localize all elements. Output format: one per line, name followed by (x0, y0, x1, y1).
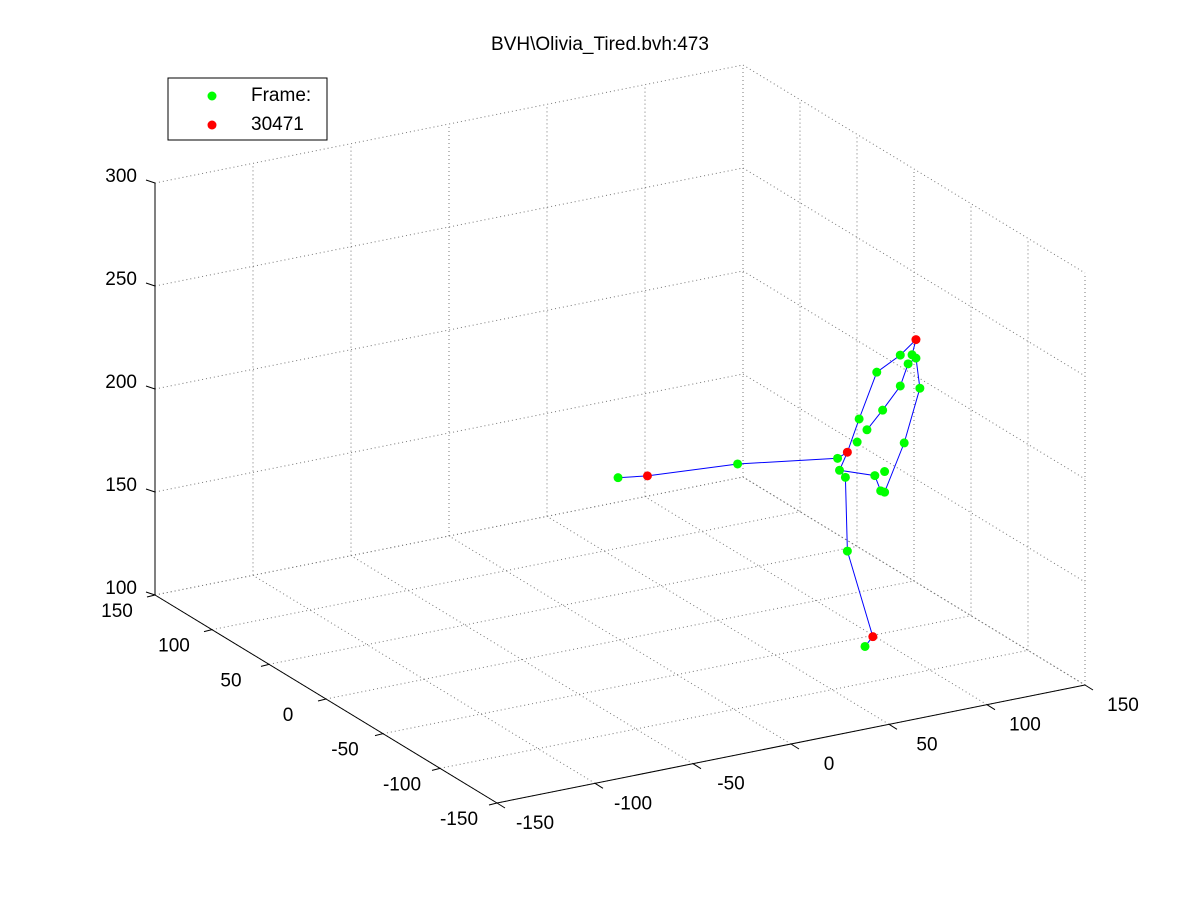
joint-marker (860, 641, 870, 651)
joint-marker (854, 414, 864, 424)
joint-marker (907, 350, 917, 360)
x-tick-label: 150 (1107, 695, 1139, 716)
z-tick-label: 250 (105, 269, 137, 290)
y-tick (374, 733, 384, 737)
x-tick (888, 723, 898, 730)
grid-line (742, 373, 1086, 583)
legend-marker (207, 91, 217, 101)
joint-marker (878, 405, 888, 415)
z-tick-label: 300 (105, 166, 137, 187)
grid-line (350, 555, 694, 765)
joint-marker (613, 473, 623, 483)
joint-marker (880, 487, 890, 497)
joint-marker (842, 546, 852, 556)
x-tick (1084, 684, 1094, 691)
joint-marker (833, 453, 843, 463)
x-tick (790, 743, 800, 750)
z-tick (145, 591, 156, 596)
joint-marker (899, 438, 909, 448)
joint-marker (911, 335, 921, 345)
joint-marker (895, 350, 905, 360)
z-tick-label: 150 (105, 475, 137, 496)
z-tick (145, 282, 156, 287)
grid-line (742, 167, 1086, 377)
z-tick (145, 385, 156, 390)
x-tick (496, 802, 506, 809)
y-tick (317, 698, 327, 702)
joint-marker (868, 632, 878, 642)
grid-line (644, 496, 988, 706)
legend-label: 30471 (251, 114, 304, 135)
x-tick-label: 100 (1009, 715, 1041, 736)
x-tick (594, 782, 604, 789)
grid-line (252, 574, 596, 784)
y-tick-label: 150 (101, 601, 133, 622)
y-tick-label: 100 (158, 636, 190, 657)
x-tick-label: -150 (516, 813, 554, 834)
y-tick-label: -50 (331, 740, 358, 761)
legend-label: Frame: (251, 85, 311, 106)
y-tick-label: 0 (283, 705, 294, 726)
z-tick (145, 488, 156, 493)
z-tick-label: 100 (105, 578, 137, 599)
joint-marker (642, 471, 652, 481)
y-tick (203, 629, 213, 633)
joint-marker (903, 359, 913, 369)
x-tick (986, 704, 996, 711)
joint-marker (852, 437, 862, 447)
grid-line (742, 64, 1086, 274)
y-tick-label: 50 (220, 670, 241, 691)
grid-line (448, 535, 792, 745)
legend-box (167, 77, 328, 141)
z-tick (145, 179, 156, 184)
grid-line (546, 515, 890, 725)
joint-marker (733, 459, 743, 469)
y-tick (488, 802, 498, 806)
y-tick-label: -150 (440, 809, 478, 830)
y-tick (260, 663, 270, 667)
joint-marker (895, 381, 905, 391)
z-tick-label: 200 (105, 372, 137, 393)
joint-marker (842, 447, 852, 457)
x-tick-label: 0 (824, 754, 835, 775)
y-tick (431, 767, 441, 771)
joint-marker (835, 465, 845, 475)
skeleton-line (617, 337, 921, 647)
legend-marker (207, 120, 217, 130)
grid-line (742, 270, 1086, 480)
x-tick-label: 50 (916, 734, 937, 755)
grid-line (742, 476, 1086, 686)
joint-marker (862, 425, 872, 435)
x-tick-label: -100 (614, 793, 652, 814)
joint-marker (915, 383, 925, 393)
y-tick-label: -100 (383, 774, 421, 795)
y-tick (146, 594, 156, 598)
chart-title: BVH\Olivia_Tired.bvh:473 (491, 34, 709, 55)
x-tick-label: -50 (717, 774, 744, 795)
x-tick (692, 763, 702, 770)
joint-marker (880, 467, 890, 477)
joint-marker (870, 471, 880, 481)
joint-marker (840, 472, 850, 482)
joint-marker (872, 367, 882, 377)
